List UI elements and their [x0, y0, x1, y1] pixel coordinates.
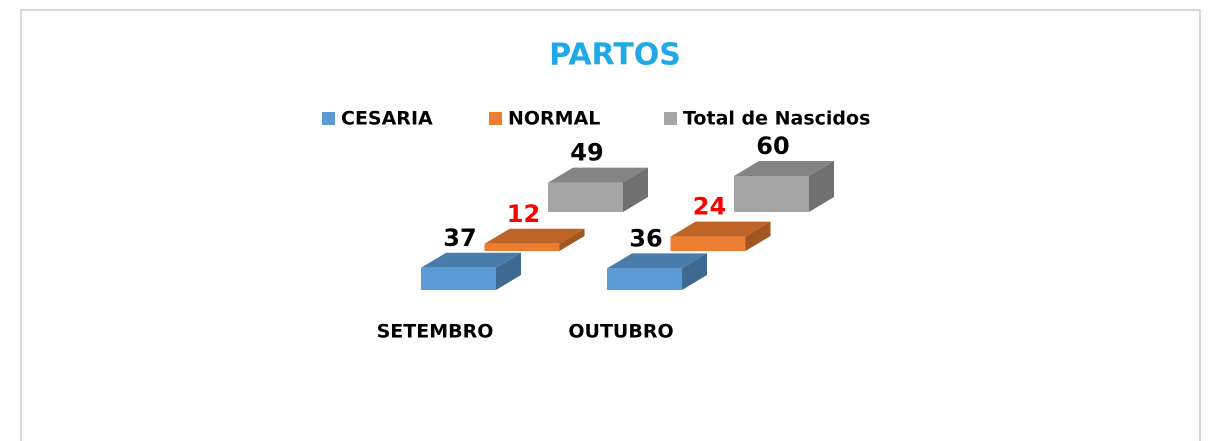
legend-label: Total de Nascidos — [683, 108, 870, 130]
bar-front — [548, 182, 623, 212]
x-tick-label: SETEMBRO — [377, 321, 494, 343]
data-label: 24 — [693, 193, 726, 221]
x-tick-label: OUTUBRO — [568, 321, 673, 343]
bar-top — [484, 228, 585, 244]
bar — [607, 253, 707, 290]
bar-side — [809, 161, 834, 212]
legend-swatch — [664, 112, 677, 125]
bar — [548, 167, 648, 212]
bar — [421, 252, 521, 290]
legend-label: CESARIA — [341, 108, 433, 130]
data-label: 36 — [629, 224, 662, 252]
bar — [734, 161, 834, 212]
data-label: 37 — [443, 224, 476, 252]
bar-side — [496, 252, 521, 290]
bar-front — [607, 268, 682, 290]
legend-swatch — [322, 112, 335, 125]
bar-front — [421, 267, 496, 290]
data-label: 60 — [756, 132, 789, 160]
bar-top — [607, 253, 707, 269]
data-label: 49 — [570, 139, 603, 167]
bar-front — [734, 176, 809, 212]
data-label: 12 — [507, 200, 540, 228]
chart-frame — [20, 9, 1201, 441]
chart-title: PARTOS — [549, 38, 681, 73]
bar — [484, 228, 585, 251]
bar-front — [670, 236, 746, 251]
legend-swatch — [489, 112, 502, 125]
bar-front — [484, 243, 560, 251]
bar-side — [682, 253, 707, 290]
bar-top — [670, 221, 771, 237]
bar — [670, 221, 771, 251]
legend-label: NORMAL — [508, 108, 600, 130]
bar-top — [548, 167, 648, 183]
bar-side — [559, 228, 585, 251]
bar-top — [734, 161, 834, 176]
bar-top — [421, 252, 521, 268]
bar-side — [623, 167, 648, 212]
bar-side — [745, 221, 771, 251]
